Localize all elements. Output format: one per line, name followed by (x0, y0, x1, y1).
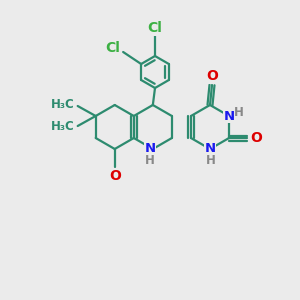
Text: H: H (206, 154, 216, 166)
Text: H₃C: H₃C (51, 98, 75, 112)
Text: O: O (109, 169, 121, 183)
Text: O: O (250, 131, 262, 145)
Text: H: H (145, 154, 155, 166)
Text: H₃C: H₃C (51, 121, 75, 134)
Text: N: N (224, 110, 235, 122)
Text: N: N (144, 142, 155, 155)
Text: Cl: Cl (106, 41, 121, 55)
Text: O: O (206, 69, 218, 83)
Text: N: N (204, 142, 216, 154)
Text: H: H (234, 106, 244, 119)
Text: Cl: Cl (148, 21, 162, 35)
